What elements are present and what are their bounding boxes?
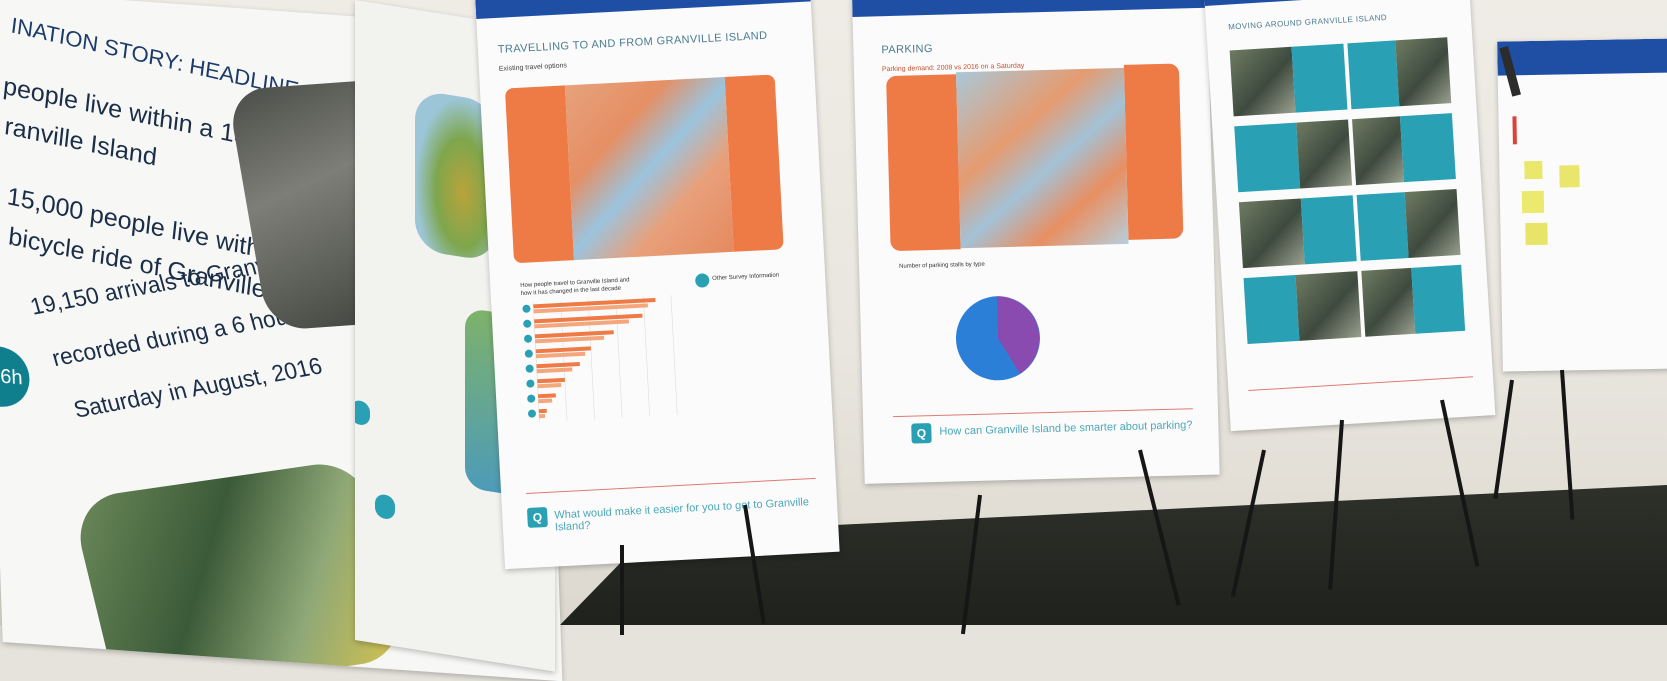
tile-text-7 xyxy=(1243,274,1300,344)
badge-6h: 6h xyxy=(0,346,31,409)
map-orange-right xyxy=(724,74,784,252)
tile-photo-1 xyxy=(1229,46,1296,117)
bar-7-s1 xyxy=(538,398,553,404)
travel-map xyxy=(564,77,734,261)
parking-pie-chart xyxy=(955,296,1040,381)
bar-3-s1 xyxy=(535,335,605,344)
blue-header xyxy=(1204,0,1470,6)
parking-orange-left xyxy=(886,74,961,252)
fact-line-7: Saturday in August, 2016 xyxy=(70,352,325,423)
category-icon xyxy=(527,394,536,403)
category-icon xyxy=(524,349,533,358)
bar-4-s1 xyxy=(535,351,586,359)
tile-text-5 xyxy=(1300,195,1357,265)
bar-8-s0 xyxy=(538,408,547,414)
tile-photo-3 xyxy=(1296,119,1353,189)
tile-text-3 xyxy=(1234,122,1301,193)
bar-1-s0 xyxy=(533,297,656,309)
moving-section-title: MOVING AROUND GRANVILLE ISLAND xyxy=(1227,12,1388,32)
bar-3-s0 xyxy=(534,330,614,339)
side-badge-1 xyxy=(355,399,370,427)
parking-section-title: PARKING xyxy=(881,42,934,57)
easel-leg xyxy=(620,545,624,635)
parking-question: How can Granville Island be smarter abou… xyxy=(939,419,1193,438)
parking-red-line xyxy=(892,408,1193,418)
grid-line xyxy=(670,295,678,416)
tile-photo-4 xyxy=(1352,116,1404,186)
travel-section-title: TRAVELLING TO AND FROM GRANVILLE ISLAND xyxy=(497,29,768,56)
parking-q-badge: Q xyxy=(911,423,932,444)
sticky-note-4 xyxy=(1525,222,1548,246)
travel-question: What would make it easier for you to get… xyxy=(554,496,810,534)
bar-6-s1 xyxy=(537,383,562,389)
tile-text-1 xyxy=(1291,43,1348,113)
category-icon xyxy=(524,334,533,343)
bar-1-s1 xyxy=(533,303,648,314)
category-icon xyxy=(527,409,536,418)
grid-line xyxy=(643,296,650,417)
bar-2-s0 xyxy=(534,313,643,324)
blue-header xyxy=(475,0,811,19)
travel-q-badge: Q xyxy=(526,506,548,528)
pie-label: Number of parking stalls by type xyxy=(899,261,985,270)
blue-header xyxy=(1497,38,1667,76)
bar-5-s0 xyxy=(536,362,580,369)
moving-red-line xyxy=(1248,376,1474,392)
tile-text-2 xyxy=(1347,40,1400,110)
bar-6-s0 xyxy=(537,377,565,384)
category-icon xyxy=(525,364,534,373)
category-icon xyxy=(523,319,532,328)
bar-2-s1 xyxy=(534,319,630,329)
survey-icon xyxy=(694,273,710,288)
tile-photo-8 xyxy=(1361,267,1416,337)
tile-photo-6 xyxy=(1404,188,1461,259)
bar-7-s0 xyxy=(537,393,556,399)
parking-board: PARKING Parking demand: 2008 vs 2016 on … xyxy=(852,0,1220,484)
tile-text-8 xyxy=(1411,264,1466,334)
survey-title: Other Survey Information xyxy=(712,272,780,282)
map-orange-left xyxy=(504,85,575,264)
travel-bar-chart xyxy=(522,295,678,423)
parking-orange-right xyxy=(1123,63,1184,240)
sticky-note-2 xyxy=(1559,165,1580,188)
blue-header xyxy=(852,0,1208,17)
category-icon xyxy=(522,304,531,313)
tile-photo-7 xyxy=(1295,271,1362,341)
tile-text-4 xyxy=(1399,113,1456,183)
red-numeral xyxy=(1512,116,1517,145)
parking-map xyxy=(956,67,1129,249)
tile-photo-5 xyxy=(1238,198,1305,269)
right-edge-board xyxy=(1497,38,1667,372)
tile-photo-2 xyxy=(1395,37,1452,107)
category-icon xyxy=(526,379,535,388)
travel-board: TRAVELLING TO AND FROM GRANVILLE ISLAND … xyxy=(475,0,840,570)
sticky-note-1 xyxy=(1524,160,1543,180)
sticky-note-3 xyxy=(1521,190,1545,214)
pie-slice-purple xyxy=(996,296,1040,374)
bar-5-s1 xyxy=(536,367,573,374)
travel-red-line xyxy=(526,477,816,495)
tile-text-6 xyxy=(1356,192,1409,261)
travel-subtitle: Existing travel options xyxy=(498,62,568,73)
bar-4-s0 xyxy=(535,346,591,354)
bar-8-s1 xyxy=(539,413,546,419)
moving-board: MOVING AROUND GRANVILLE ISLAND xyxy=(1204,0,1496,432)
side-badge-2 xyxy=(375,493,395,521)
